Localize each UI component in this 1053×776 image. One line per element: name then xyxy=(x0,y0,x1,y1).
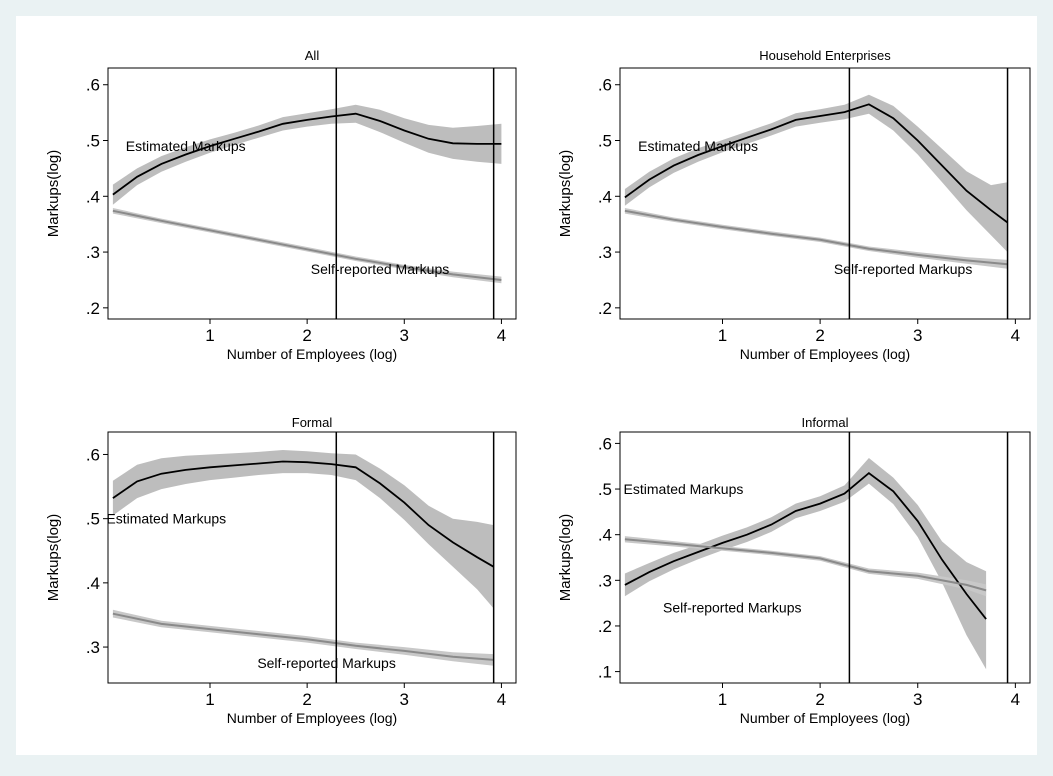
plot-frame xyxy=(107,431,517,684)
y-tick-label: .6 xyxy=(598,76,612,95)
x-tick-label: 4 xyxy=(1011,326,1020,345)
y-tick-label: .3 xyxy=(598,571,612,590)
x-tick-label: 2 xyxy=(302,326,311,345)
x-tick-label: 4 xyxy=(497,690,506,709)
self-reported-markups-line xyxy=(624,538,987,592)
self-reported-confidence-band xyxy=(112,609,494,666)
y-tick-label: .6 xyxy=(86,445,100,464)
y-tick-label: .6 xyxy=(598,434,612,453)
series-annotation: Self-reported Markups xyxy=(834,261,973,277)
x-tick-label: 1 xyxy=(718,690,727,709)
x-tick-label: 4 xyxy=(1011,690,1020,709)
series-annotation: Estimated Markups xyxy=(638,138,758,154)
y-tick-label: .1 xyxy=(598,663,612,682)
estimated-markups-line xyxy=(624,471,987,620)
series-annotation: Self-reported Markups xyxy=(311,261,450,277)
estimated-markups-line xyxy=(112,460,495,568)
y-tick-label: .2 xyxy=(598,617,612,636)
series-annotation: Estimated Markups xyxy=(106,511,226,527)
y-tick-label: .4 xyxy=(86,574,100,593)
estimated-markups-line xyxy=(624,103,1009,224)
plot-frame xyxy=(619,67,1031,320)
self-reported-markups-line xyxy=(112,612,494,661)
chart-panel-2: Formal .3 .4 .5 .6 1 2 3 4 Number of Employees (l… xyxy=(45,415,517,726)
y-tick-label: .5 xyxy=(86,132,100,151)
series-annotation: Estimated Markups xyxy=(126,138,246,154)
x-tick-label: 1 xyxy=(205,690,214,709)
y-tick-label: .3 xyxy=(86,638,100,657)
x-tick-label: 1 xyxy=(205,326,214,345)
panel-title: Household Enterprises xyxy=(759,48,891,63)
x-tick-label: 3 xyxy=(913,690,922,709)
y-axis-title: Markups(log) xyxy=(45,150,62,238)
panel-title: All xyxy=(305,48,320,63)
y-tick-label: .4 xyxy=(598,187,612,206)
x-tick-label: 2 xyxy=(815,690,824,709)
plot-frame xyxy=(107,67,517,320)
x-axis-title: Number of Employees (log) xyxy=(227,710,397,726)
series-annotation: Self-reported Markups xyxy=(663,600,802,616)
estimated-confidence-band xyxy=(112,450,494,609)
y-tick-label: .5 xyxy=(86,510,100,529)
y-axis-title: Markups(log) xyxy=(557,514,574,602)
y-axis-title: Markups(log) xyxy=(557,150,574,238)
self-reported-markups-line xyxy=(624,209,1008,266)
chart-panel-3: Informal .1 .2 .3 .4 .5 .6 1 2 3 4 Number of Employ… xyxy=(557,415,1031,726)
x-tick-label: 3 xyxy=(400,326,409,345)
x-tick-label: 1 xyxy=(718,326,727,345)
series-annotation: Self-reported Markups xyxy=(257,655,396,671)
y-tick-label: .2 xyxy=(598,299,612,318)
y-tick-label: .3 xyxy=(598,243,612,262)
x-tick-label: 3 xyxy=(913,326,922,345)
y-tick-label: .4 xyxy=(598,526,612,545)
x-tick-label: 2 xyxy=(302,690,311,709)
y-axis-title: Markups(log) xyxy=(45,514,62,602)
panel-title: Formal xyxy=(292,415,333,430)
chart-panel-1: Household Enterprises .2 .3 .4 .5 .6 1 2 3 4 Numbe… xyxy=(557,48,1031,362)
y-tick-label: .6 xyxy=(86,76,100,95)
x-axis-title: Number of Employees (log) xyxy=(227,346,397,362)
y-tick-label: .2 xyxy=(86,299,100,318)
plot-area xyxy=(108,68,516,319)
plot-frame xyxy=(619,431,1031,684)
estimated-markups-line xyxy=(112,112,502,196)
x-tick-label: 3 xyxy=(400,690,409,709)
x-axis-title: Number of Employees (log) xyxy=(740,710,910,726)
chart-panel-0: All .2 .3 .4 .5 .6 1 2 3 4 Number of Employees (lo… xyxy=(45,48,517,362)
panel-title: Informal xyxy=(802,415,849,430)
y-tick-label: .5 xyxy=(598,480,612,499)
x-tick-label: 4 xyxy=(497,326,506,345)
series-annotation: Estimated Markups xyxy=(624,481,744,497)
y-tick-label: .4 xyxy=(86,187,100,206)
x-axis-title: Number of Employees (log) xyxy=(740,346,910,362)
self-reported-markups-line xyxy=(112,209,502,281)
x-tick-label: 2 xyxy=(815,326,824,345)
y-tick-label: .5 xyxy=(598,132,612,151)
y-tick-label: .3 xyxy=(86,243,100,262)
